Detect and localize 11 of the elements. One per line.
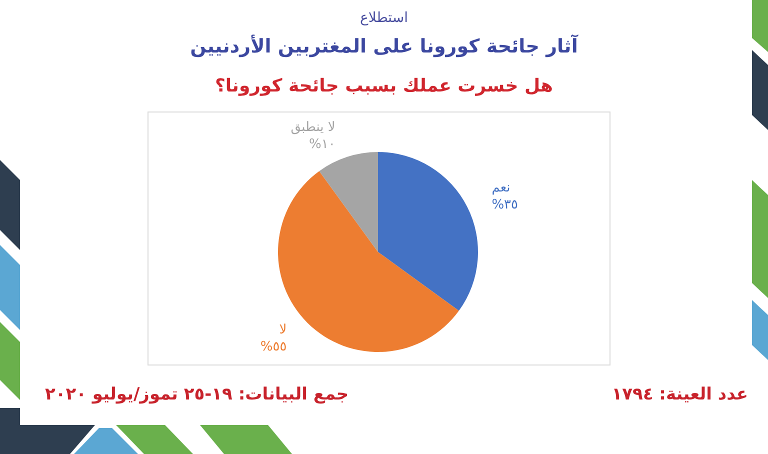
slice-label: لا ينطبق xyxy=(290,120,336,135)
chart-title: آثار جائحة كورونا على المغتربين الأردنيين xyxy=(190,34,578,58)
slice-label: لا xyxy=(279,322,287,338)
text: عدد العينة: ١٧٩٤ xyxy=(612,384,748,404)
chart-subtitle: هل خسرت عملك بسبب جائحة كورونا؟ xyxy=(214,76,554,96)
slice-label: نعم xyxy=(492,180,510,196)
data-label: ٣٥% xyxy=(492,198,518,213)
data-label: ٥٥% xyxy=(260,339,287,354)
data-label: ١٠% xyxy=(308,136,336,152)
text: استطلاع xyxy=(360,10,408,26)
text: جمع البيانات: ١٩-٢٥ تموز/يوليو ٢٠٢٠ xyxy=(45,384,349,404)
